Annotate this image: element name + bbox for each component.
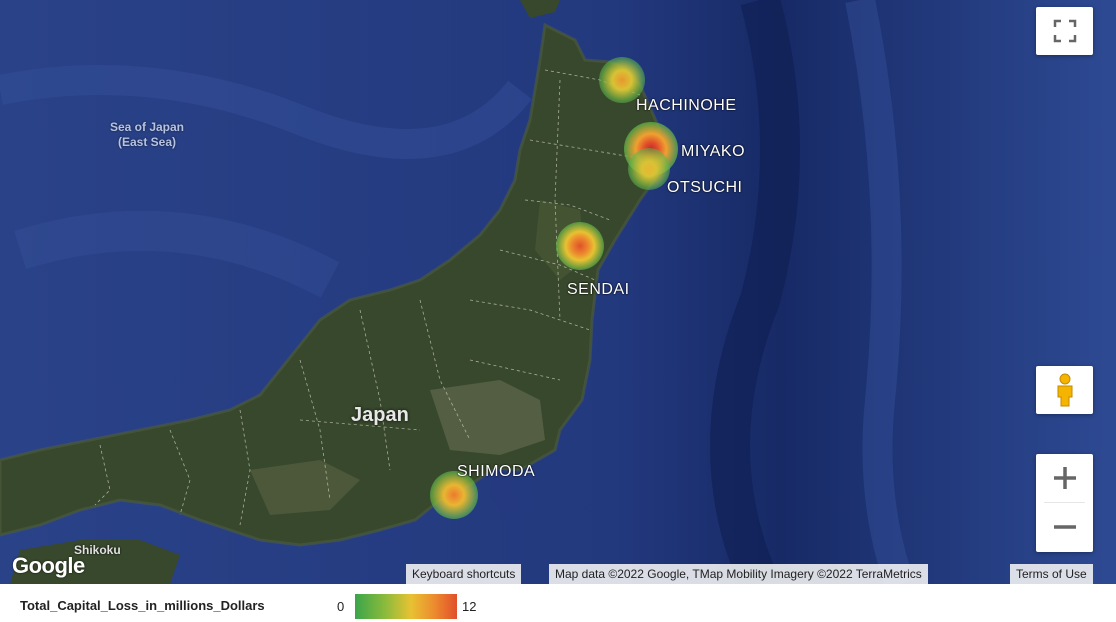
pegman-icon [1057, 373, 1072, 407]
city-label-sendai: SENDAI [567, 281, 630, 298]
country-label: Japan [351, 404, 409, 426]
heat-spot-shimoda [430, 471, 478, 519]
fullscreen-icon [1053, 19, 1076, 43]
zoom-out-button[interactable] [1036, 503, 1093, 551]
map-data-attribution: Map data ©2022 Google, TMap Mobility Ima… [549, 564, 928, 584]
island-label: Shikoku [74, 543, 121, 557]
satellite-imagery [0, 0, 1116, 584]
legend-color-scale [355, 594, 457, 619]
city-label-shimoda: SHIMODA [457, 463, 536, 480]
fullscreen-button[interactable] [1036, 7, 1093, 55]
heat-spot-sendai [556, 222, 604, 270]
legend-title: Total_Capital_Loss_in_millions_Dollars [20, 598, 265, 613]
zoom-divider [1044, 502, 1085, 503]
heat-spot-hachinohe [599, 57, 645, 103]
minus-icon [1053, 525, 1076, 529]
google-logo: Google [12, 553, 85, 578]
terms-of-use-link[interactable]: Terms of Use [1010, 564, 1093, 584]
zoom-in-button[interactable] [1036, 454, 1093, 502]
heat-spot-otsuchi [628, 148, 670, 190]
city-label-otsuchi: OTSUCHI [667, 179, 743, 196]
keyboard-shortcuts-link[interactable]: Keyboard shortcuts [406, 564, 522, 584]
street-view-pegman-button[interactable] [1036, 366, 1093, 414]
legend-min: 0 [337, 599, 345, 614]
city-label-miyako: MIYAKO [681, 143, 746, 160]
sea-label: Sea of Japan (East Sea) [109, 120, 185, 149]
legend-max: 12 [462, 599, 477, 614]
map-view[interactable]: Sea of Japan (East Sea) Japan Shikoku HA… [0, 0, 1116, 584]
city-label-hachinohe: HACHINOHE [636, 97, 737, 114]
plus-icon [1053, 467, 1076, 489]
zoom-control [1036, 454, 1093, 552]
